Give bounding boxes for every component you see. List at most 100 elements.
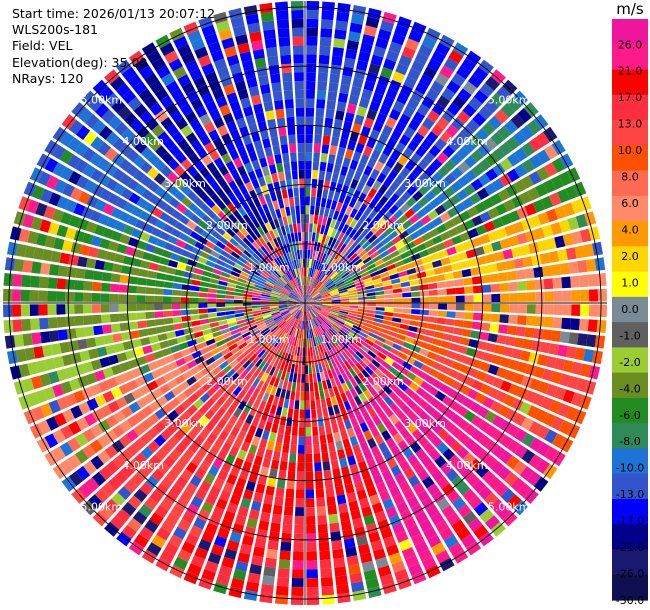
range-gate	[65, 291, 75, 302]
range-gate	[180, 489, 193, 503]
range-gate	[457, 345, 468, 355]
range-gate	[174, 269, 185, 277]
range-gate	[478, 59, 494, 75]
range-gate	[417, 124, 430, 138]
range-gate	[418, 321, 428, 329]
range-gate	[249, 406, 258, 417]
range-gate	[291, 260, 296, 270]
range-gate	[273, 328, 282, 336]
range-gate	[288, 372, 294, 382]
range-gate	[104, 147, 118, 161]
range-gate	[127, 358, 139, 369]
range-gate	[348, 292, 358, 296]
range-gate	[157, 264, 168, 273]
range-gate	[127, 285, 138, 294]
range-gate	[579, 363, 592, 378]
range-gate	[389, 250, 400, 259]
range-label: 5.00km	[81, 501, 123, 514]
range-gate	[314, 125, 323, 136]
range-gate	[22, 378, 35, 393]
range-gate	[260, 303, 270, 306]
range-gate	[325, 487, 335, 498]
range-gate	[383, 315, 393, 321]
range-gate	[575, 213, 588, 228]
range-gate	[567, 216, 580, 231]
range-gate	[312, 292, 320, 299]
range-gate	[341, 466, 351, 477]
range-gate	[445, 468, 459, 482]
range-gate	[178, 342, 189, 351]
range-gate	[250, 342, 259, 351]
range-gate	[375, 37, 389, 50]
range-gate	[266, 47, 278, 58]
range-gate	[496, 261, 507, 272]
range-gate	[75, 327, 86, 338]
range-gate	[251, 305, 261, 309]
range-gate	[412, 404, 424, 416]
range-gate	[336, 332, 345, 341]
range-gate	[226, 473, 238, 486]
range-gate	[370, 372, 380, 382]
range-gate	[369, 346, 380, 355]
range-gate	[75, 466, 91, 481]
range-gate	[236, 230, 246, 240]
range-gate	[316, 497, 326, 507]
range-gate	[459, 210, 471, 222]
range-gate	[242, 303, 252, 306]
range-gate	[409, 381, 420, 392]
range-gate	[106, 377, 118, 389]
range-gate	[265, 265, 274, 274]
range-gate	[334, 376, 341, 386]
range-gate	[36, 233, 48, 247]
range-gate	[243, 311, 253, 316]
range-gate	[9, 365, 22, 380]
colorbar: 26.021.017.013.010.08.06.04.02.01.00.0-1…	[612, 19, 648, 607]
range-gate	[431, 50, 446, 64]
range-gate	[306, 311, 310, 321]
range-gate	[121, 66, 137, 82]
range-gate	[442, 145, 455, 158]
range-gate	[454, 392, 466, 404]
range-gate	[271, 82, 282, 93]
range-gate	[226, 282, 237, 288]
range-gate	[528, 242, 540, 254]
range-gate	[366, 485, 378, 497]
range-gate	[300, 311, 304, 321]
range-gate	[325, 341, 332, 351]
range-gate	[406, 422, 418, 434]
range-gate	[269, 230, 276, 240]
range-gate	[305, 303, 310, 311]
range-gate	[56, 291, 66, 302]
range-gate	[287, 215, 293, 225]
range-gate	[523, 488, 539, 504]
range-gate	[417, 370, 428, 380]
range-gate	[452, 327, 463, 336]
range-gate	[355, 284, 365, 289]
range-gate	[281, 532, 292, 543]
range-gate	[204, 409, 215, 420]
range-gate	[294, 364, 299, 374]
range-gate	[330, 294, 340, 298]
range-gate	[535, 132, 550, 147]
range-gate	[468, 73, 483, 89]
range-gate	[210, 413, 221, 425]
range-gate	[143, 372, 155, 383]
range-gate	[265, 485, 275, 496]
range-gate	[330, 238, 337, 248]
range-gate	[393, 293, 403, 298]
range-gate	[227, 404, 237, 415]
range-gate	[427, 282, 438, 290]
range-gate	[180, 249, 192, 258]
range-gate	[148, 454, 162, 468]
colorbar-tick-label: -2.0	[619, 356, 640, 369]
range-gate	[280, 207, 287, 218]
range-gate	[301, 285, 304, 295]
range-gate	[192, 172, 204, 184]
range-gate	[97, 141, 111, 156]
range-gate	[271, 290, 281, 295]
range-gate	[3, 288, 13, 302]
range-gate	[305, 303, 311, 311]
range-gate	[180, 303, 190, 309]
range-gate	[90, 359, 102, 371]
range-gate	[352, 77, 364, 89]
